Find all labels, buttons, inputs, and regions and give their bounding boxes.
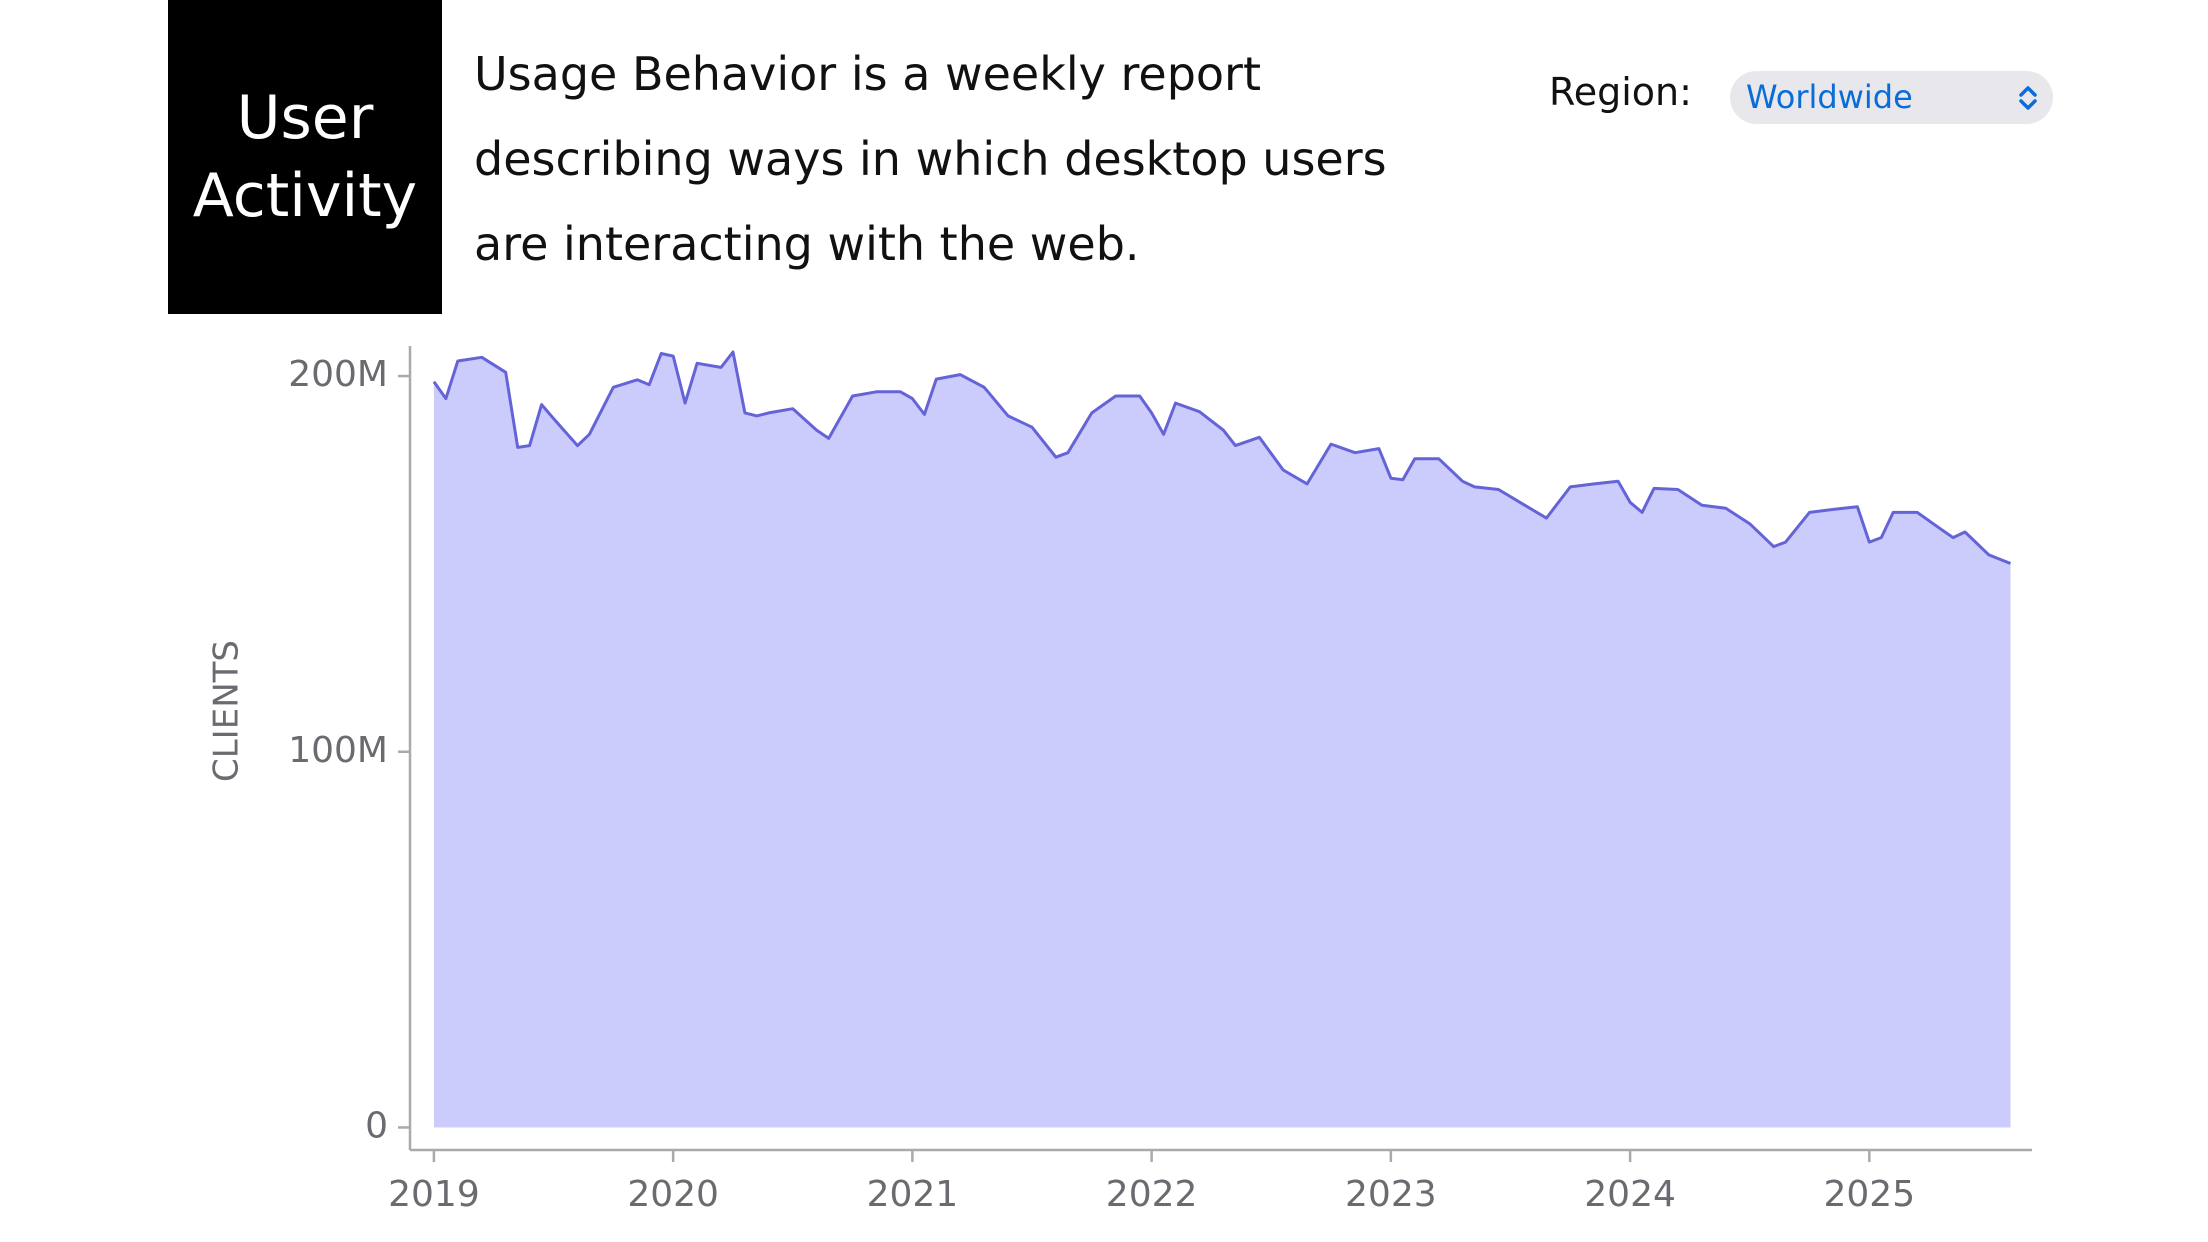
- description: Usage Behavior is a weekly report descri…: [474, 32, 1387, 287]
- region-value: Worldwide: [1746, 78, 1913, 116]
- region-select[interactable]: Worldwide: [1730, 71, 2053, 124]
- x-tick-label: 2024: [1584, 1174, 1676, 1215]
- y-tick-label: 200M: [288, 354, 388, 395]
- title-line: Activity: [192, 161, 418, 231]
- x-tick-label: 2020: [627, 1174, 719, 1215]
- y-tick-label: 100M: [288, 730, 388, 771]
- x-tick-label: 2022: [1106, 1174, 1198, 1215]
- description-line: are interacting with the web.: [474, 217, 1140, 271]
- y-tick-label: 0: [365, 1105, 388, 1146]
- title-box: User Activity: [168, 0, 442, 314]
- region-label: Region:: [1549, 70, 1692, 114]
- title-line: User: [236, 83, 374, 153]
- description-line: describing ways in which desktop users: [474, 132, 1387, 186]
- description-line: Usage Behavior is a weekly report: [474, 47, 1261, 101]
- y-axis-label: CLIENTS: [207, 640, 247, 782]
- x-tick-label: 2025: [1824, 1174, 1916, 1215]
- x-tick-label: 2019: [388, 1174, 480, 1215]
- x-tick-label: 2023: [1345, 1174, 1437, 1215]
- x-tick-label: 2021: [867, 1174, 959, 1215]
- chevron-icon: [2019, 86, 2037, 110]
- line: [432, 350, 2012, 565]
- area: [433, 352, 2011, 1128]
